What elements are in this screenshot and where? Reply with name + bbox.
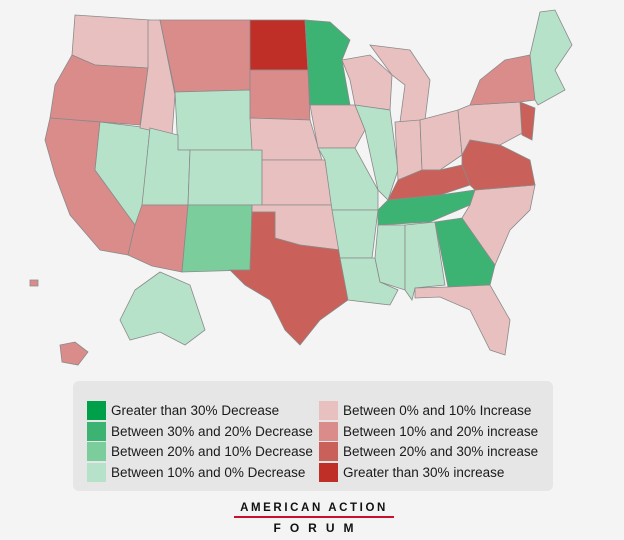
logo-line-1: AMERICAN ACTION	[240, 502, 388, 514]
region-new-england	[529, 9, 573, 106]
logo-divider	[234, 516, 394, 518]
legend-swatch	[319, 400, 338, 420]
region-wyoming	[174, 89, 253, 151]
legend-item: Between 10% and 0% Decrease	[87, 462, 313, 483]
legend-swatch	[87, 400, 106, 420]
american-action-forum-logo: AMERICAN ACTION FORUM	[234, 502, 394, 535]
legend-label: Greater than 30% Decrease	[111, 402, 280, 418]
region-minnesota	[304, 19, 351, 106]
legend-label: Between 10% and 20% increase	[343, 423, 539, 439]
legend-swatch	[87, 462, 106, 482]
legend-decrease-column: Greater than 30% Decrease Between 30% an…	[87, 400, 313, 483]
region-new-york	[469, 54, 536, 106]
legend-swatch	[87, 421, 106, 441]
region-iowa	[309, 104, 366, 149]
legend: Greater than 30% Decrease Between 30% an…	[73, 381, 553, 491]
region-kentucky	[387, 164, 471, 201]
region-hawaii	[59, 341, 89, 366]
region-new-mexico	[181, 204, 253, 273]
region-new-jersey	[519, 101, 536, 141]
legend-label: Between 20% and 10% Decrease	[111, 444, 313, 460]
region-north-dakota	[249, 19, 309, 71]
legend-item: Between 30% and 20% Decrease	[87, 421, 313, 442]
legend-label: Between 20% and 30% increase	[343, 444, 539, 460]
legend-item: Between 10% and 20% increase	[319, 421, 538, 442]
region-colorado	[187, 149, 263, 206]
states	[29, 9, 573, 366]
legend-swatch	[319, 442, 338, 462]
region-texas	[229, 211, 349, 346]
legend-item: Greater than 30% increase	[319, 462, 538, 483]
legend-label: Between 0% and 10% Increase	[343, 402, 532, 418]
legend-label: Between 30% and 20% Decrease	[111, 423, 313, 439]
legend-label: Between 10% and 0% Decrease	[111, 464, 306, 480]
region-mississippi	[374, 224, 406, 291]
region-hawaii-islands	[29, 279, 39, 287]
legend-label: Greater than 30% increase	[343, 464, 505, 480]
region-indiana	[394, 119, 423, 181]
legend-increase-column: Between 0% and 10% Increase Between 10% …	[319, 400, 538, 483]
region-arkansas	[331, 209, 379, 259]
region-montana	[159, 19, 251, 93]
legend-item: Between 20% and 10% Decrease	[87, 441, 313, 462]
region-georgia	[434, 217, 496, 288]
us-choropleth-map	[29, 9, 573, 366]
region-ohio	[419, 109, 463, 171]
region-kansas	[261, 159, 333, 206]
region-south-dakota	[249, 69, 311, 121]
legend-item: Greater than 30% Decrease	[87, 400, 313, 421]
legend-item: Between 0% and 10% Increase	[319, 400, 538, 421]
region-alaska	[119, 271, 206, 346]
legend-swatch	[319, 421, 338, 441]
logo-line-2: FORUM	[273, 521, 363, 535]
legend-item: Between 20% and 30% increase	[319, 441, 538, 462]
legend-swatch	[87, 442, 106, 462]
legend-swatch	[319, 462, 338, 482]
region-virginia-wv	[461, 139, 536, 191]
region-florida	[414, 284, 511, 356]
